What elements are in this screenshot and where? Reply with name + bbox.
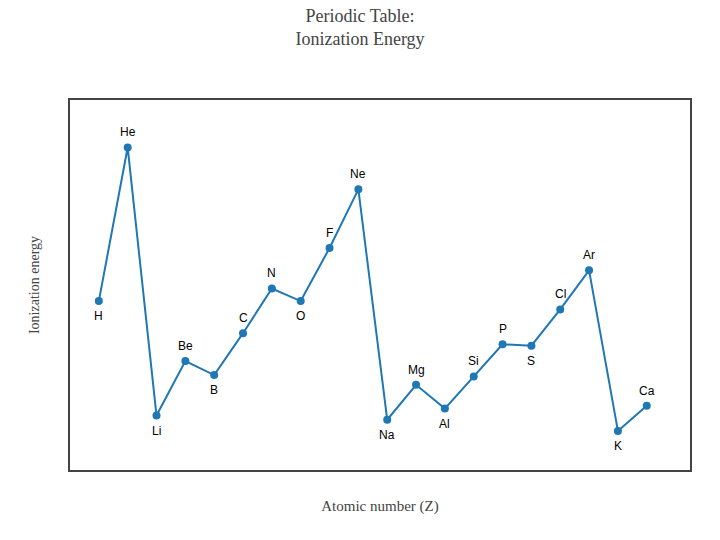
svg-text:H: H xyxy=(94,309,103,323)
svg-text:Mg: Mg xyxy=(408,363,425,377)
svg-text:Cl: Cl xyxy=(555,287,566,301)
svg-text:Ionization energy: Ionization energy xyxy=(27,236,42,334)
svg-text:Ne: Ne xyxy=(350,167,366,181)
svg-text:N: N xyxy=(267,266,276,280)
svg-text:Atomic number (Z): Atomic number (Z) xyxy=(321,498,438,515)
svg-text:K: K xyxy=(614,439,622,453)
svg-text:P: P xyxy=(499,322,507,336)
svg-text:F: F xyxy=(326,226,333,240)
svg-text:He: He xyxy=(120,125,136,139)
svg-text:S: S xyxy=(527,354,535,368)
svg-text:Be: Be xyxy=(178,339,193,353)
svg-text:Ca: Ca xyxy=(639,384,655,398)
svg-text:B: B xyxy=(210,383,218,397)
svg-text:Si: Si xyxy=(468,354,479,368)
svg-text:C: C xyxy=(239,311,248,325)
svg-text:Periodic Table:Ionization Ener: Periodic Table:Ionization Energy xyxy=(295,6,424,49)
svg-text:Li: Li xyxy=(152,424,161,438)
svg-text:Ar: Ar xyxy=(583,248,595,262)
svg-text:Na: Na xyxy=(379,428,395,442)
svg-text:Al: Al xyxy=(439,417,450,431)
svg-text:O: O xyxy=(296,309,305,323)
